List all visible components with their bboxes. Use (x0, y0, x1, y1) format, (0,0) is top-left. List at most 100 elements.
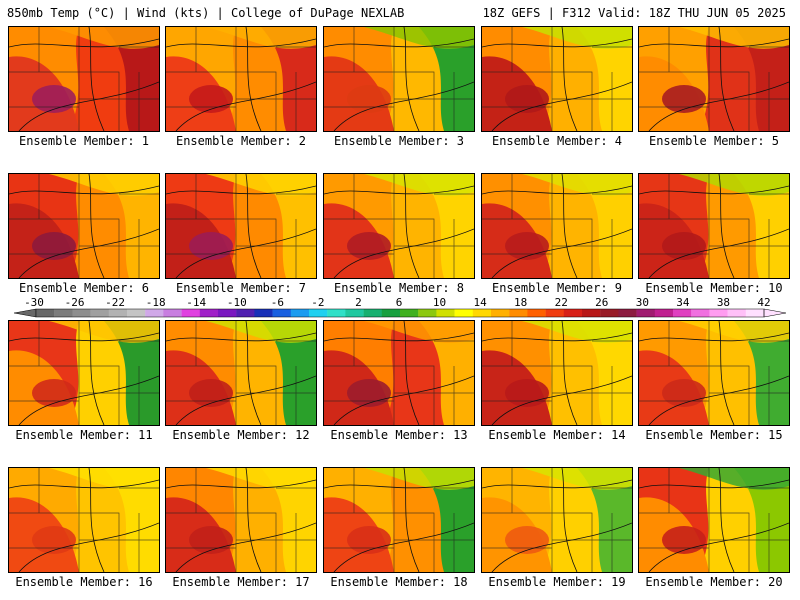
ensemble-member-label: Ensemble Member: 20 (645, 575, 783, 589)
ensemble-map-panel (8, 467, 160, 573)
colorbar-swatch (363, 309, 382, 317)
colorbar-swatch (181, 309, 200, 317)
colorbar-swatch (400, 309, 419, 317)
colorbar-swatch (527, 309, 546, 317)
ensemble-member-label: Ensemble Member: 10 (645, 281, 783, 295)
colorbar-tick-label: 34 (676, 296, 690, 309)
colorbar-swatch (454, 309, 473, 317)
colorbar-swatch (673, 309, 692, 317)
colorbar-swatch (54, 309, 73, 317)
colorbar-swatch (254, 309, 273, 317)
ensemble-member-label: Ensemble Member: 3 (333, 134, 465, 148)
colorbar-swatch (727, 309, 746, 317)
ensemble-map-panel (638, 26, 790, 132)
colorbar-swatch (418, 309, 437, 317)
ensemble-map-panel (8, 320, 160, 426)
chart-title: 850mb Temp (°C) | Wind (kts) | College o… (7, 6, 405, 20)
temperature-colorbar (14, 308, 786, 318)
ensemble-map-panel (323, 467, 475, 573)
colorbar-swatch (163, 309, 182, 317)
colorbar-swatch (654, 309, 674, 317)
ensemble-member-label: Ensemble Member: 15 (645, 428, 783, 442)
ensemble-map-panel (8, 173, 160, 279)
ensemble-map-panel (165, 467, 317, 573)
colorbar-tick-labels: -30 -26 -22 -18 -14 -10 -6 -2 2 6 10 14 18 22 26 30 34 38… (0, 296, 800, 309)
ensemble-map-panel (323, 26, 475, 132)
ensemble-member-label: Ensemble Member: 1 (18, 134, 150, 148)
colorbar-swatch (636, 309, 655, 317)
ensemble-member-label: Ensemble Member: 14 (488, 428, 626, 442)
colorbar-swatch (545, 309, 564, 317)
ensemble-map-panel (165, 26, 317, 132)
colorbar-tick-label: 2 (355, 296, 362, 309)
colorbar-frame (35, 308, 765, 318)
colorbar-swatch (72, 309, 91, 317)
colorbar-swatch (309, 309, 328, 317)
colorbar-swatch (36, 309, 55, 317)
ensemble-member-label: Ensemble Member: 11 (15, 428, 153, 442)
ensemble-member-label: Ensemble Member: 17 (172, 575, 310, 589)
ensemble-member-label: Ensemble Member: 12 (172, 428, 310, 442)
ensemble-map-panel (323, 173, 475, 279)
colorbar-tick-label: 42 (757, 296, 771, 309)
colorbar-tick-label: -18 (145, 296, 166, 309)
colorbar-swatch (600, 309, 619, 317)
colorbar-tick-label: -26 (64, 296, 85, 309)
ensemble-map-panel (638, 467, 790, 573)
colorbar-tick-label: -10 (226, 296, 247, 309)
ensemble-map-panel (481, 320, 633, 426)
colorbar-tick-label: -22 (105, 296, 126, 309)
ensemble-map-panel (481, 26, 633, 132)
colorbar-swatch (436, 309, 455, 317)
colorbar-swatch (745, 309, 765, 317)
colorbar-swatch (509, 309, 528, 317)
ensemble-map-panel (638, 173, 790, 279)
colorbar-swatch (563, 309, 583, 317)
ensemble-map-panel (165, 320, 317, 426)
colorbar-swatch (90, 309, 109, 317)
colorbar-tick-label: -14 (186, 296, 207, 309)
ensemble-map-panel (481, 467, 633, 573)
ensemble-member-label: Ensemble Member: 16 (15, 575, 153, 589)
colorbar-swatch (145, 309, 164, 317)
ensemble-member-label: Ensemble Member: 9 (491, 281, 623, 295)
colorbar-swatch (290, 309, 310, 317)
colorbar-swatch (618, 309, 637, 317)
colorbar-swatch (218, 309, 237, 317)
ensemble-map-panel (165, 173, 317, 279)
ensemble-member-label: Ensemble Member: 7 (175, 281, 307, 295)
colorbar-tick-label: 10 (432, 296, 447, 309)
colorbar-tick-label: 14 (473, 296, 487, 309)
colorbar-tick-label: 18 (514, 296, 528, 309)
colorbar-swatch (345, 309, 364, 317)
colorbar-tick-label: 30 (635, 296, 649, 309)
ensemble-member-label: Ensemble Member: 4 (491, 134, 623, 148)
colorbar-swatch (108, 309, 128, 317)
colorbar-tick-label: 22 (554, 296, 568, 309)
ensemble-member-label: Ensemble Member: 5 (648, 134, 780, 148)
ensemble-member-label: Ensemble Member: 6 (18, 281, 150, 295)
colorbar-tick-label: 38 (716, 296, 731, 309)
ensemble-map-panel (323, 320, 475, 426)
ensemble-member-label: Ensemble Member: 18 (330, 575, 468, 589)
colorbar-swatch (236, 309, 255, 317)
colorbar-right-arrow (763, 308, 786, 318)
ensemble-map-panel (638, 320, 790, 426)
colorbar-swatch (199, 309, 219, 317)
colorbar-swatch (582, 309, 601, 317)
ensemble-member-label: Ensemble Member: 2 (175, 134, 307, 148)
ensemble-member-label: Ensemble Member: 13 (330, 428, 468, 442)
colorbar-tick-label: -6 (270, 296, 284, 309)
valid-time: 18Z GEFS | F312 Valid: 18Z THU JUN 05 20… (482, 6, 786, 20)
colorbar-tick-label: 26 (595, 296, 609, 309)
colorbar-swatch (491, 309, 510, 317)
colorbar-swatch (127, 309, 146, 317)
colorbar-swatch (472, 309, 492, 317)
colorbar-swatch (709, 309, 728, 317)
ensemble-map-panel (481, 173, 633, 279)
colorbar-tick-label: 6 (395, 296, 403, 309)
colorbar-swatch (272, 309, 291, 317)
ensemble-member-label: Ensemble Member: 8 (333, 281, 465, 295)
ensemble-member-label: Ensemble Member: 19 (488, 575, 626, 589)
colorbar-left-arrow (14, 308, 37, 318)
